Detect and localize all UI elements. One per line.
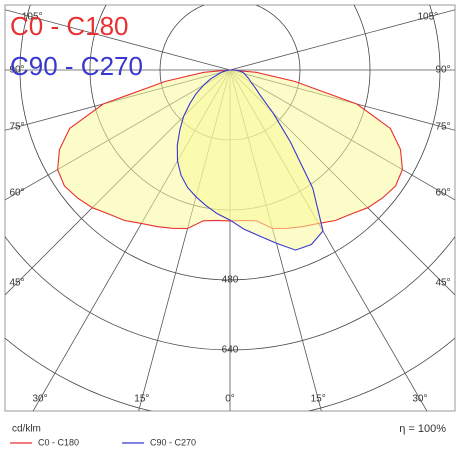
angle-tick-label: 15°: [311, 394, 326, 405]
angle-tick-label: 45°: [9, 278, 24, 289]
labels: 105° 90° 75° 60° 45° 30° 15° 0° 15° 30° 45° 60° 75° 9…: [9, 11, 450, 448]
angle-tick-label: 90°: [9, 65, 24, 76]
efficiency: η = 100%: [399, 423, 446, 435]
r-tick-label: 480: [222, 275, 239, 286]
legend-title: C0 - C180: [10, 11, 129, 41]
angle-tick-label: 30°: [32, 394, 47, 405]
legend-label: C90 - C270: [150, 437, 196, 447]
angle-tick-label: 60°: [9, 188, 24, 199]
grid-line: [229, 9, 455, 71]
angle-tick-label: 75°: [435, 122, 450, 133]
curves: [57, 69, 403, 251]
r-tick-label: 640: [222, 345, 239, 356]
angle-tick-label: 45°: [435, 278, 450, 289]
unit-label: cd/klm: [12, 424, 41, 435]
legend-label: C0 - C180: [38, 437, 79, 447]
angle-tick-label: 75°: [9, 122, 24, 133]
legend-title: C90 - C270: [10, 51, 143, 81]
angle-tick-label: 105°: [22, 12, 43, 23]
angle-tick-label: 60°: [435, 188, 450, 199]
grid-line: [5, 9, 231, 71]
angle-tick-label: 0°: [225, 394, 235, 405]
angle-tick-label: 105°: [417, 12, 438, 23]
intensity-curve: [176, 69, 324, 251]
angle-tick-label: 30°: [412, 394, 427, 405]
angle-tick-label: 90°: [435, 65, 450, 76]
angle-tick-label: 15°: [134, 394, 149, 405]
